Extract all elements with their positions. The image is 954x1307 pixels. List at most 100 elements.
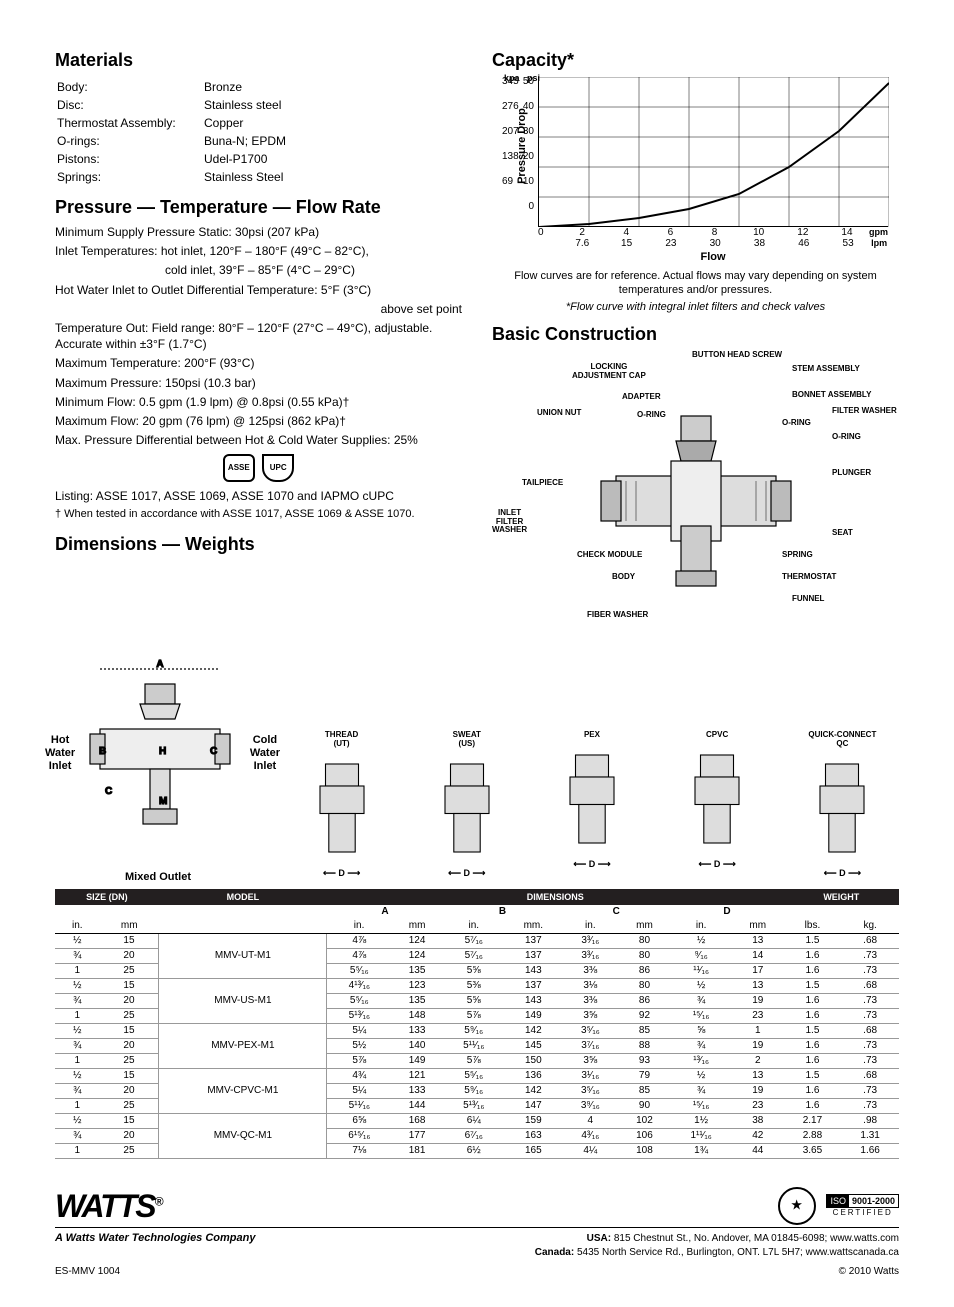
construction-heading: Basic Construction [492, 324, 899, 345]
valve-cutaway-icon [596, 411, 796, 591]
fitting-icon [309, 753, 375, 863]
model-cell: MMV-CPVC-M1 [159, 1068, 327, 1113]
material-label: Disc: [57, 97, 202, 113]
cold-inlet-label: ColdWaterInlet [250, 734, 280, 774]
upc-badge-icon: UPC [262, 454, 294, 482]
table-row: ½15MMV-QC-M16⅝1686¼15941021½382.17.98 [55, 1113, 899, 1128]
asse-badge-icon: ASSE [223, 454, 255, 482]
chart-note-italic: *Flow curve with integral inlet filters … [492, 300, 899, 314]
spec-line: Hot Water Inlet to Outlet Differential T… [55, 282, 462, 298]
model-cell: MMV-PEX-M1 [159, 1023, 327, 1068]
table-row: ½15MMV-UT-M14⅞1245⁷⁄₁₆1373³⁄₁₆80½131.5.6… [55, 933, 899, 948]
th-c: C [562, 905, 670, 919]
materials-table: Body:BronzeDisc:Stainless steelThermosta… [55, 77, 288, 187]
chart-xlabel: Flow [538, 251, 888, 263]
mixed-outlet-label: Mixed Outlet [125, 871, 191, 884]
footer-addresses: USA: 815 Chestnut St., No. Andover, MA 0… [535, 1232, 899, 1260]
spec-line: Max. Pressure Differential between Hot &… [55, 432, 462, 448]
svg-text:H: H [159, 746, 166, 757]
part-label: THERMOSTAT [782, 573, 836, 582]
material-label: Springs: [57, 169, 202, 185]
spec-line: above set point [55, 301, 462, 317]
part-label: FIBER WASHER [587, 611, 648, 620]
fitting-icon [809, 753, 875, 863]
materials-heading: Materials [55, 50, 462, 71]
chart-x-gpm: 02468101214 gpm [538, 227, 888, 238]
material-label: O-rings: [57, 133, 202, 149]
table-row: ½15MMV-US-M14¹³⁄₁₆1235⅜1373⅛80½131.5.68 [55, 978, 899, 993]
page-footer: WATTS® ISO9001-2000 CERTIFIED A Watts Wa… [55, 1187, 899, 1277]
part-label: TAILPIECE [522, 479, 563, 488]
cert-badges: ASSE UPC [55, 454, 462, 482]
svg-text:A: A [156, 659, 163, 670]
iso-badge: ISO9001-2000 [826, 1194, 899, 1208]
spec-line: Minimum Supply Pressure Static: 30psi (2… [55, 224, 462, 240]
th-dimensions: DIMENSIONS [327, 889, 784, 905]
model-cell: MMV-UT-M1 [159, 933, 327, 978]
fitting-icon [684, 744, 750, 854]
chart-svg [539, 77, 889, 227]
part-label: INLETFILTERWASHER [492, 509, 527, 535]
part-label: SPRING [782, 551, 813, 560]
fitting-icon [434, 753, 500, 863]
chart-yticks: 3455027640207301382069100 [502, 77, 534, 227]
table-row: ½15MMV-PEX-M15¼1335⁹⁄₁₆1423⁵⁄₁₆85⅝11.5.6… [55, 1023, 899, 1038]
valve-side-view: A B H C C M HotWaterInlet ColdWaterInlet… [55, 659, 265, 879]
part-label: BONNET ASSEMBLY [792, 391, 871, 400]
svg-text:B: B [99, 746, 106, 757]
spec-line: Maximum Flow: 20 gpm (76 lpm) @ 125psi (… [55, 413, 462, 429]
part-label: O-RING [637, 411, 666, 420]
material-label: Pistons: [57, 151, 202, 167]
watts-logo: WATTS® [55, 1188, 161, 1224]
part-label: O-RING [782, 419, 811, 428]
material-label: Body: [57, 79, 202, 95]
part-label: BODY [612, 573, 635, 582]
material-value: Copper [204, 115, 286, 131]
svg-text:C: C [105, 786, 112, 797]
th-size: SIZE (DN) [55, 889, 159, 905]
footer-company: A Watts Water Technologies Company [55, 1232, 255, 1260]
th-d: D [670, 905, 783, 919]
spec-line: cold inlet, 39°F – 85°F (4°C – 29°C) [55, 262, 462, 278]
part-label: UNION NUT [537, 409, 581, 418]
dims-diagram-row: A B H C C M HotWaterInlet ColdWaterInlet… [55, 659, 899, 879]
model-cell: MMV-QC-M1 [159, 1113, 327, 1158]
part-label: O-RING [832, 433, 861, 442]
part-label: FUNNEL [792, 595, 824, 604]
th-weight: WEIGHT [784, 889, 899, 905]
hot-inlet-label: HotWaterInlet [45, 734, 75, 774]
fitting: SWEAT(US) ⟵ D ⟶ [417, 731, 517, 879]
capacity-chart: Pressure Drop kpa psi 345502764020730138… [492, 77, 899, 263]
part-label: BUTTON HEAD SCREW [692, 351, 782, 360]
part-label: CHECK MODULE [577, 551, 642, 560]
fitting-icon [559, 744, 625, 854]
part-label: STEM ASSEMBLY [792, 365, 860, 374]
iso-cert-text: CERTIFIED [826, 1208, 899, 1217]
spec-line: Maximum Pressure: 150psi (10.3 bar) [55, 375, 462, 391]
material-value: Udel-P1700 [204, 151, 286, 167]
material-value: Bronze [204, 79, 286, 95]
dimensions-table: SIZE (DN) MODEL DIMENSIONS WEIGHT A B C … [55, 889, 899, 1159]
spec-line: Inlet Temperatures: hot inlet, 120°F – 1… [55, 243, 462, 259]
material-value: Buna-N; EPDM [204, 133, 286, 149]
spec-line: Maximum Temperature: 200°F (93°C) [55, 355, 462, 371]
material-value: Stainless Steel [204, 169, 286, 185]
part-label: ADAPTER [622, 393, 661, 402]
valve-side-icon: A B H C C M [55, 659, 265, 859]
fitting: PEX ⟵ D ⟶ [542, 731, 642, 879]
chart-x-lpm: 7.6152330384653lpm [538, 238, 888, 249]
fitting: QUICK-CONNECTQC ⟵ D ⟶ [792, 731, 892, 879]
test-footnote: † When tested in accordance with ASSE 10… [55, 508, 462, 520]
dims-heading: Dimensions — Weights [55, 534, 462, 555]
usgbc-badge-icon [778, 1187, 816, 1225]
part-label: PLUNGER [832, 469, 871, 478]
th-a: A [327, 905, 443, 919]
spec-line: Temperature Out: Field range: 80°F – 120… [55, 320, 462, 352]
material-label: Thermostat Assembly: [57, 115, 202, 131]
fitting: THREAD(UT) ⟵ D ⟶ [292, 731, 392, 879]
table-row: ½15MMV-CPVC-M14¾1215⁵⁄₁₆1363¹⁄₁₆79½131.5… [55, 1068, 899, 1083]
listing-text: Listing: ASSE 1017, ASSE 1069, ASSE 1070… [55, 488, 462, 504]
part-label: FILTER WASHER [832, 407, 897, 416]
svg-text:M: M [159, 796, 167, 807]
fitting: CPVC ⟵ D ⟶ [667, 731, 767, 879]
